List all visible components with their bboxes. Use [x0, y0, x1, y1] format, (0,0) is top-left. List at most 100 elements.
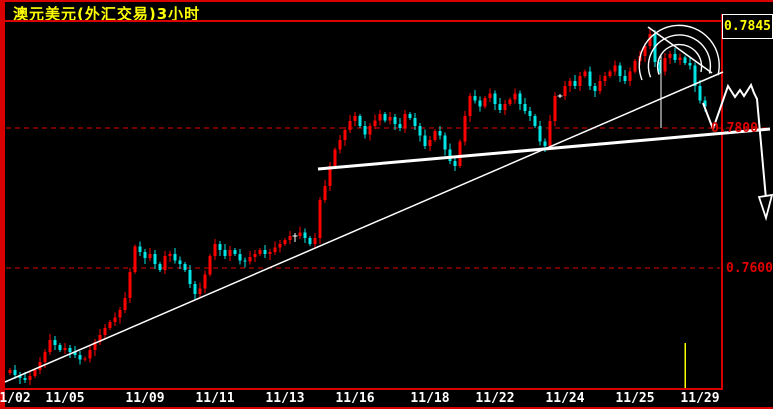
up-candle — [598, 81, 602, 91]
up-candle — [8, 370, 12, 373]
up-candle — [353, 116, 357, 121]
last-price-box: 0.7845 — [722, 14, 773, 39]
up-candle — [378, 114, 382, 121]
down-candle — [438, 130, 442, 136]
down-candle — [698, 86, 702, 101]
up-candle — [463, 116, 467, 142]
up-candle — [678, 57, 682, 61]
price-level-label-7600: 0.7600 — [726, 261, 773, 276]
up-candle — [278, 244, 282, 248]
down-candle — [78, 354, 82, 360]
up-candle — [253, 254, 257, 257]
down-candle — [18, 375, 22, 378]
major-uptrend-line[interactable] — [4, 71, 724, 383]
down-candle — [498, 104, 502, 110]
chart-title: 澳元美元(外汇交易)3小时 — [13, 5, 201, 23]
up-candle — [608, 71, 612, 77]
down-candle — [523, 104, 527, 112]
up-candle — [288, 235, 292, 240]
up-candle — [483, 97, 487, 107]
down-candle — [383, 114, 387, 121]
down-candle — [308, 237, 312, 245]
up-candle — [388, 116, 392, 121]
down-candle — [243, 260, 247, 262]
up-candle — [663, 58, 667, 72]
down-candle — [223, 249, 227, 257]
x-axis-label: 11/09 — [125, 391, 165, 406]
up-candle — [248, 256, 252, 262]
down-candle — [218, 244, 222, 250]
down-candle — [183, 263, 187, 271]
down-candle — [13, 370, 17, 376]
up-candle — [488, 93, 492, 98]
down-candle — [393, 116, 397, 124]
up-candle — [168, 254, 172, 257]
chart-right-border — [721, 14, 723, 389]
up-candle — [553, 95, 557, 121]
up-candle — [113, 317, 117, 322]
down-candle — [413, 118, 417, 126]
up-candle — [33, 370, 37, 376]
down-candle — [363, 125, 367, 135]
down-candle — [158, 263, 162, 271]
up-candle — [133, 246, 137, 273]
up-candle — [83, 358, 87, 360]
up-candle — [628, 71, 632, 82]
down-candle — [478, 100, 482, 107]
down-candle — [233, 249, 237, 254]
down-candle — [263, 249, 267, 254]
down-candle — [683, 57, 687, 63]
up-candle — [103, 328, 107, 336]
up-candle — [38, 361, 42, 371]
down-candle — [153, 254, 157, 264]
down-candle — [143, 251, 147, 259]
down-candle — [528, 111, 532, 117]
up-candle — [298, 232, 302, 236]
down-candle — [693, 65, 697, 86]
resistance-arc[interactable] — [647, 34, 712, 78]
down-candle — [408, 114, 412, 119]
down-candle — [623, 76, 627, 82]
up-candle — [323, 186, 327, 201]
up-candle — [633, 60, 637, 72]
x-axis-label: 11/24 — [545, 391, 585, 406]
up-candle — [93, 342, 97, 350]
up-candle — [48, 340, 52, 352]
down-candle — [518, 93, 522, 105]
minor-support-line[interactable] — [317, 127, 771, 171]
x-axis-label: 11/25 — [615, 391, 655, 406]
down-candle — [473, 95, 477, 101]
up-candle — [333, 149, 337, 166]
up-candle — [203, 274, 207, 289]
x-axis-label: 11/22 — [475, 391, 515, 406]
up-candle — [63, 347, 67, 350]
up-candle — [128, 272, 132, 299]
window-top-border — [0, 0, 773, 2]
up-candle — [163, 256, 167, 271]
price-projection-line[interactable] — [702, 82, 767, 200]
title-underline — [0, 20, 773, 22]
up-candle — [98, 335, 102, 343]
up-candle — [373, 120, 377, 126]
x-axis-label: 11/05 — [45, 391, 85, 406]
up-candle — [603, 76, 607, 82]
up-candle — [313, 237, 317, 245]
up-candle — [548, 121, 552, 147]
down-candle — [303, 232, 307, 238]
up-candle — [348, 121, 352, 131]
resistance-arc[interactable] — [638, 24, 720, 81]
up-candle — [228, 249, 232, 257]
x-axis-label: 1/02 — [0, 391, 31, 406]
up-candle — [568, 81, 572, 86]
down-candle — [238, 254, 242, 261]
down-candle — [358, 116, 362, 126]
up-candle — [613, 65, 617, 72]
up-candle — [458, 141, 462, 166]
down-candle — [418, 125, 422, 136]
up-candle — [88, 349, 92, 359]
down-candle — [533, 116, 537, 126]
down-candle — [443, 135, 447, 150]
resistance-arc[interactable] — [656, 43, 703, 75]
